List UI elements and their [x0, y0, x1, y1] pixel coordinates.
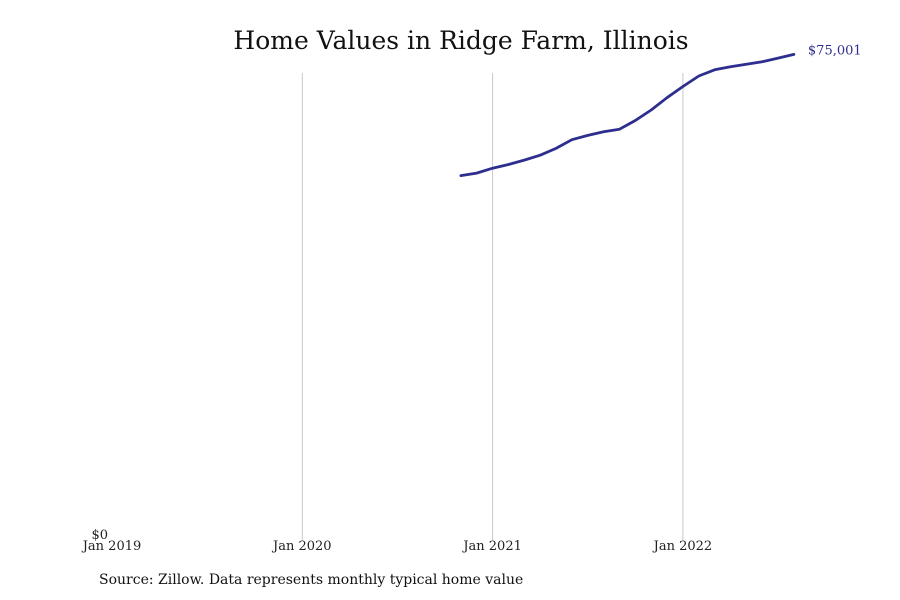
x-tick-label: Jan 2021 [461, 539, 522, 554]
end-value-label: $75,001 [808, 43, 862, 58]
series-layer: $75,001 [459, 43, 862, 178]
axis-ticks: Jan 2019 Jan 2020 Jan 2021 Jan 2022 $0 [81, 528, 712, 554]
gridlines [301, 73, 684, 540]
series-line [459, 53, 796, 178]
x-tick-label: Jan 2020 [271, 539, 332, 554]
source-note: Source: Zillow. Data represents monthly … [99, 572, 524, 588]
x-tick-label: Jan 2019 [81, 539, 142, 554]
x-tick-label: Jan 2022 [652, 539, 713, 554]
chart-title: Home Values in Ridge Farm, Illinois [233, 26, 689, 55]
y-tick-label: $0 [91, 528, 108, 543]
